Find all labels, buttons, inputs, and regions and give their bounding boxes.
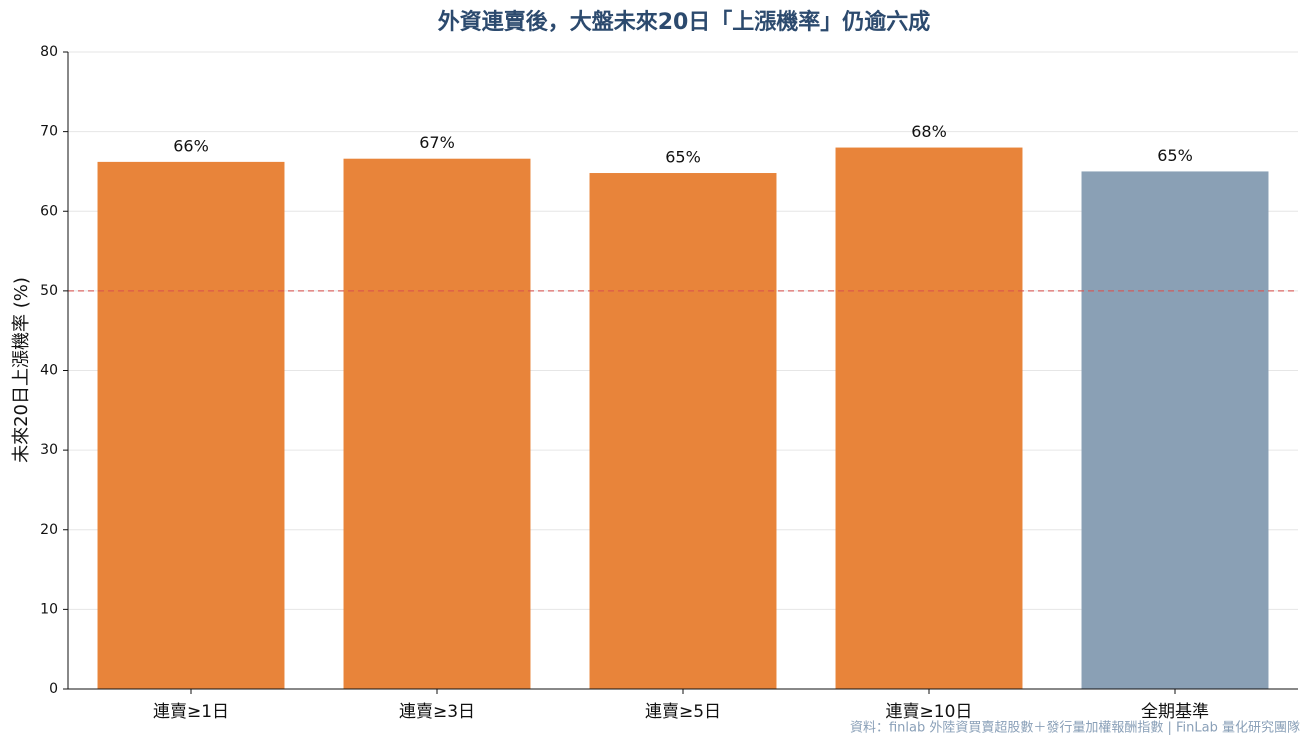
x-tick-label: 連賣≥1日 — [153, 702, 229, 722]
value-label: 65% — [1157, 146, 1193, 165]
value-label: 67% — [419, 133, 455, 152]
y-tick-label: 20 — [40, 522, 58, 538]
bar — [343, 158, 531, 689]
bar — [97, 161, 285, 689]
x-tick-label: 連賣≥5日 — [645, 702, 721, 722]
y-tick-label: 50 — [40, 283, 58, 299]
x-tick-label: 連賣≥3日 — [399, 702, 475, 722]
x-tick-label: 全期基準 — [1141, 702, 1209, 722]
y-tick-label: 60 — [40, 203, 58, 219]
y-tick-label: 40 — [40, 363, 58, 379]
y-tick-label: 70 — [40, 124, 58, 140]
bar — [835, 147, 1023, 690]
y-tick-label: 10 — [40, 601, 58, 617]
y-tick-label: 80 — [40, 44, 58, 60]
y-tick-label: 30 — [40, 442, 58, 458]
chart-title: 外資連賣後，大盤未來20日「上漲機率」仍逾六成 — [438, 9, 931, 35]
bar — [1081, 171, 1269, 689]
y-tick-label: 0 — [49, 681, 58, 697]
y-axis-label: 未來20日上漲機率 (%) — [11, 277, 32, 463]
value-label: 68% — [911, 122, 947, 141]
value-label: 65% — [665, 148, 701, 167]
bar — [589, 173, 777, 689]
source-note: 資料：finlab 外陸資買賣超股數＋發行量加權報酬指數 | FinLab 量化… — [850, 720, 1300, 736]
value-label: 66% — [173, 136, 209, 155]
x-tick-label: 連賣≥10日 — [886, 702, 973, 722]
